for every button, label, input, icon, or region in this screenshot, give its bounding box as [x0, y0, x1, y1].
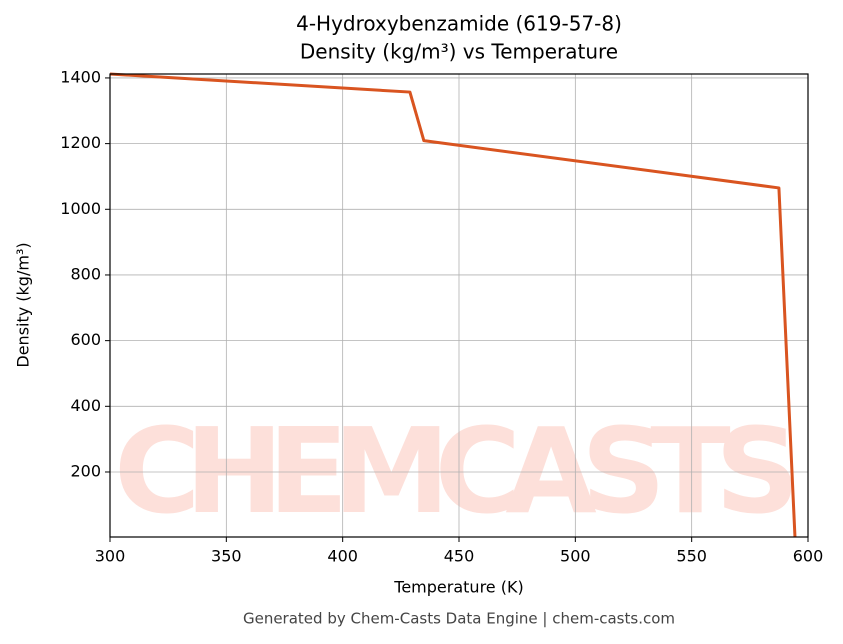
data-line [109, 72, 797, 538]
y-tick-label: 600 [70, 330, 101, 349]
y-tick-label: 200 [70, 461, 101, 480]
y-tick-label: 800 [70, 264, 101, 283]
watermark: CHEMCASTS [114, 402, 804, 540]
y-axis-label: Density (kg/m³) [14, 242, 33, 367]
x-tick-label: 500 [560, 547, 591, 566]
x-tick-label: 350 [211, 547, 242, 566]
plot-frame [109, 73, 809, 538]
y-tick-label: 1200 [60, 133, 101, 152]
x-tick-label: 450 [444, 547, 475, 566]
x-tick-label: 550 [676, 547, 707, 566]
x-tick-label: 600 [793, 547, 824, 566]
x-axis-label: Temperature (K) [393, 578, 523, 597]
y-tick-label: 400 [70, 396, 101, 415]
chart-title: 4-Hydroxybenzamide (619-57-8) [296, 12, 622, 36]
chart-subtitle: Density (kg/m³) vs Temperature [300, 40, 618, 64]
y-tick-label: 1400 [60, 67, 101, 86]
x-tick-label: 400 [327, 547, 358, 566]
footer: Generated by Chem-Casts Data Engine | ch… [243, 610, 675, 628]
x-tick-label: 300 [95, 547, 126, 566]
y-tick-label: 1000 [60, 199, 101, 218]
